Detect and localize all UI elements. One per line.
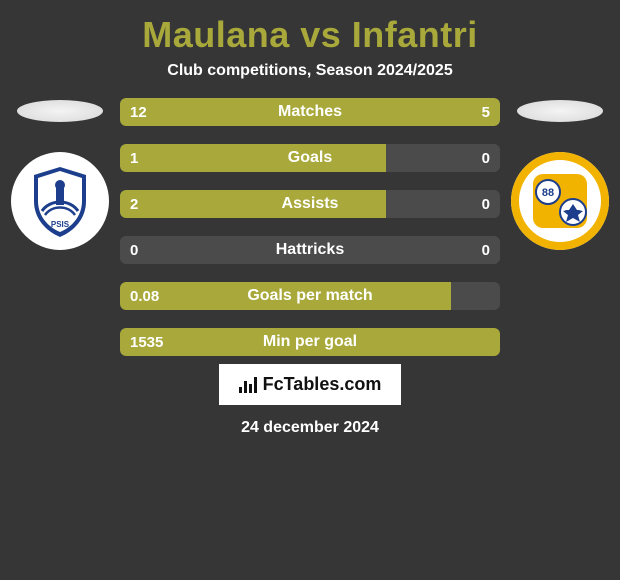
page-title: Maulana vs Infantri (142, 14, 478, 56)
stat-value-right: 0 (482, 196, 490, 213)
stat-label: Assists (120, 195, 500, 213)
stat-label: Min per goal (120, 333, 500, 351)
stat-row: 0.08Goals per match (120, 282, 500, 310)
crest-left-svg: PSIS (20, 161, 100, 241)
stat-label: Goals (120, 149, 500, 167)
comparison-card: Maulana vs Infantri Club competitions, S… (0, 0, 620, 437)
club-crest-right: 88 (511, 152, 609, 250)
left-player-col: PSIS (0, 98, 120, 250)
stat-label: Matches (120, 103, 500, 121)
right-player-col: 88 (500, 98, 620, 250)
stats-column: 12Matches51Goals02Assists00Hattricks00.0… (120, 98, 500, 356)
stat-label: Hattricks (120, 241, 500, 259)
brand-badge[interactable]: FcTables.com (219, 364, 402, 405)
stat-value-right: 0 (482, 150, 490, 167)
stat-label: Goals per match (120, 287, 500, 305)
body-row: PSIS 12Matches51Goals02Assists00Hattrick… (0, 98, 620, 356)
stat-row: 2Assists0 (120, 190, 500, 218)
player-silhouette-left (17, 100, 103, 122)
stat-row: 1Goals0 (120, 144, 500, 172)
stat-value-right: 0 (482, 242, 490, 259)
stat-row: 1535Min per goal (120, 328, 500, 356)
stat-row: 0Hattricks0 (120, 236, 500, 264)
chart-icon (239, 377, 257, 393)
brand-text: FcTables.com (263, 374, 382, 395)
crest-left-label: PSIS (51, 220, 70, 229)
crest-right-ring (511, 152, 609, 250)
club-crest-left: PSIS (11, 152, 109, 250)
stat-row: 12Matches5 (120, 98, 500, 126)
player-silhouette-right (517, 100, 603, 122)
date-text: 24 december 2024 (241, 419, 379, 437)
subtitle: Club competitions, Season 2024/2025 (167, 62, 452, 80)
stat-value-right: 5 (482, 104, 490, 121)
